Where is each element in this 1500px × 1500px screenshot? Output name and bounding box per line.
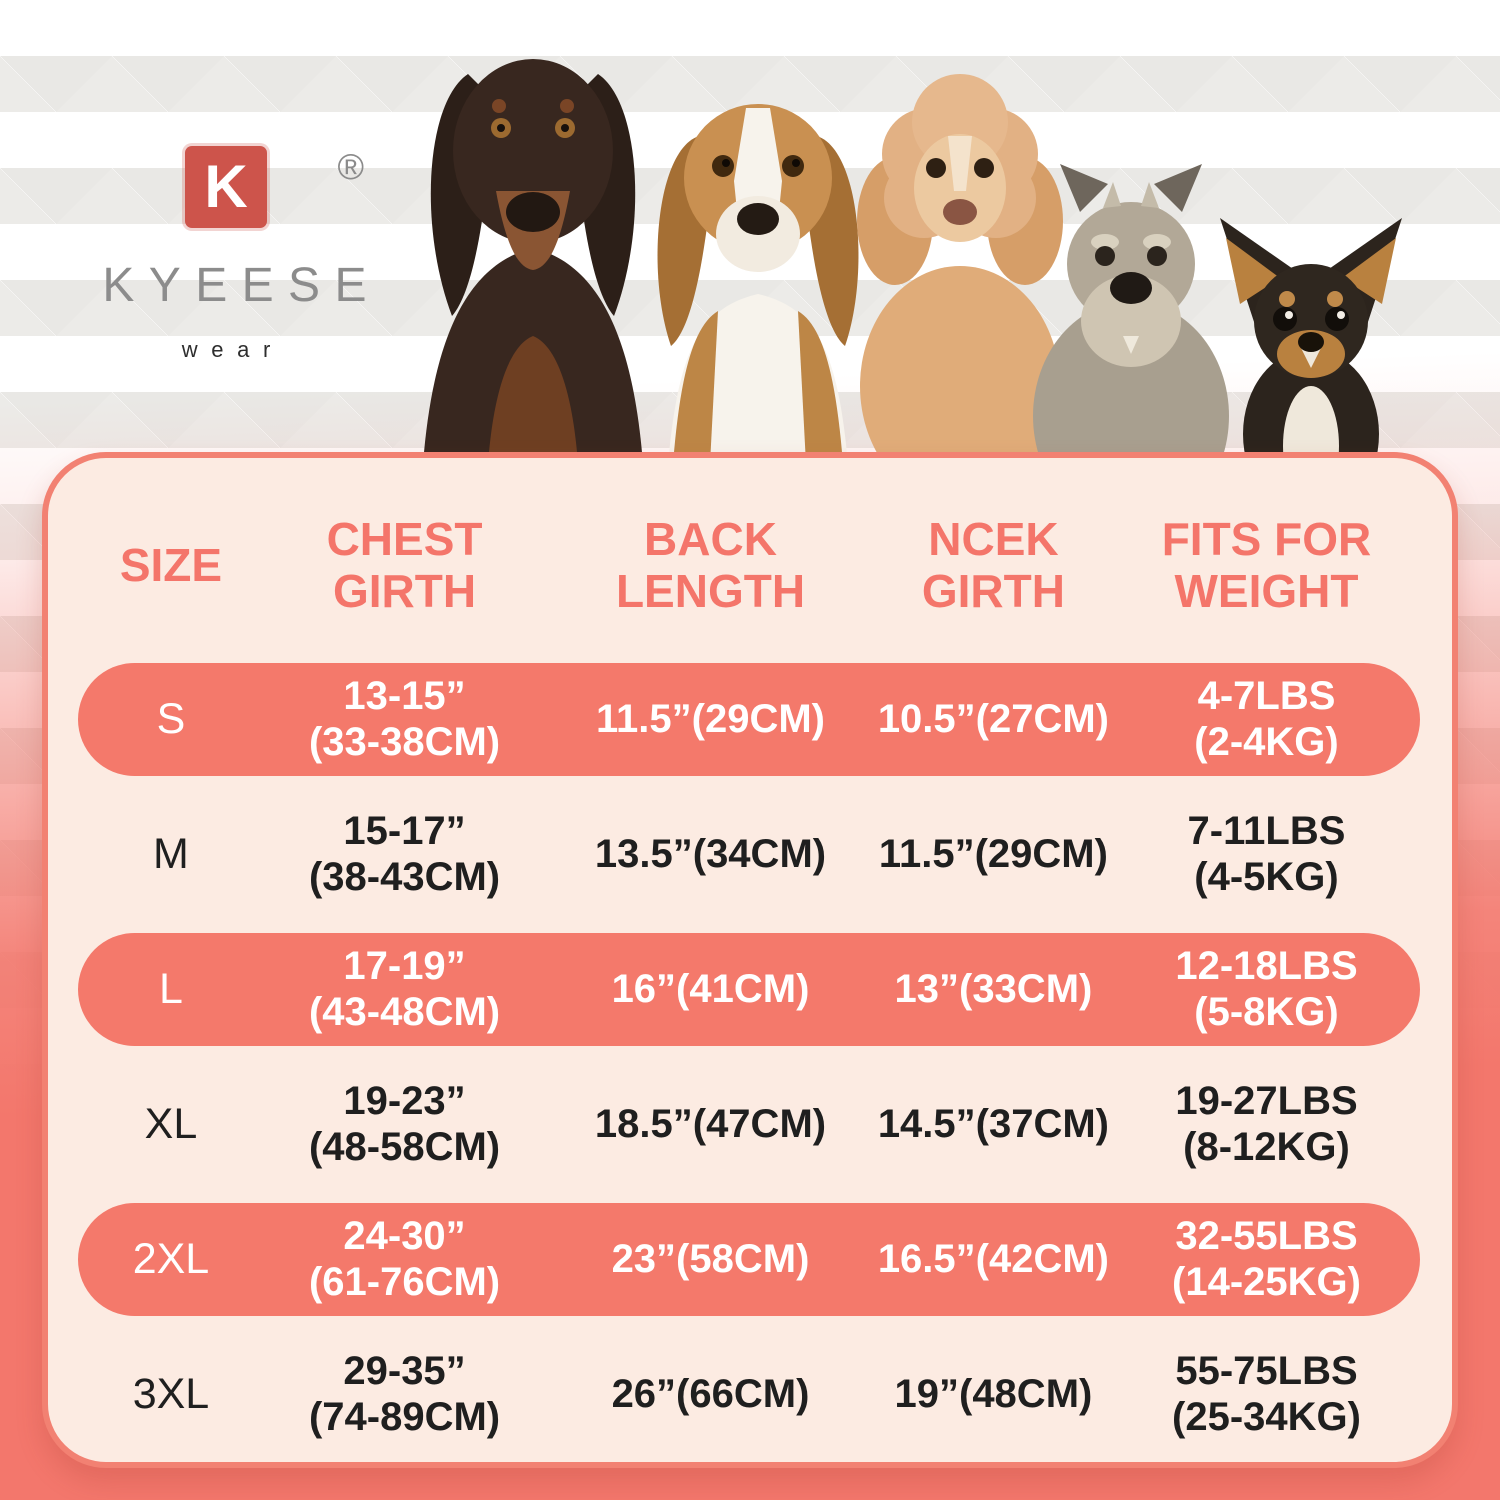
header-chest-girth: CHEST GIRTH xyxy=(326,513,483,617)
weight-value: 4-7LBS (2-4KG) xyxy=(1194,674,1339,764)
weight-value: 12-18LBS (5-8KG) xyxy=(1175,944,1358,1034)
chest-girth-value: 15-17” (38-43CM) xyxy=(308,809,501,899)
chest-girth-value: 29-35” (74-89CM) xyxy=(308,1349,501,1439)
table-row-size-m: M 15-17” (38-43CM) 13.5”(34CM) 11.5”(29C… xyxy=(48,787,1452,922)
table-row-size-3xl: 3XL 29-35” (74-89CM) 26”(66CM) 19”(48CM)… xyxy=(48,1327,1452,1462)
chest-girth-value: 19-23” (48-58CM) xyxy=(308,1079,501,1169)
table-row-size-2xl: 2XL 24-30” (61-76CM) 23”(58CM) 16.5”(42C… xyxy=(48,1192,1452,1327)
weight-value: 55-75LBS (25-34KG) xyxy=(1172,1349,1361,1439)
dog-photo-doberman xyxy=(423,59,643,464)
size-table-header-row: SIZE CHEST GIRTH BACK LENGTH NCEK GIRTH … xyxy=(48,480,1452,652)
size-label: 2XL xyxy=(132,1235,210,1284)
header-back-length: BACK LENGTH xyxy=(615,513,806,617)
table-row-size-s: S 13-15” (33-38CM) 11.5”(29CM) 10.5”(27C… xyxy=(48,652,1452,787)
neck-girth-value: 11.5”(29CM) xyxy=(878,831,1108,876)
logo-k-icon: K xyxy=(185,146,267,228)
size-chart-card: SIZE CHEST GIRTH BACK LENGTH NCEK GIRTH … xyxy=(42,452,1458,1468)
brand-tagline: wear xyxy=(181,337,284,362)
back-length-value: 11.5”(29CM) xyxy=(596,696,825,741)
back-length-value: 23”(58CM) xyxy=(611,1236,810,1281)
dog-photo-poodle xyxy=(857,74,1063,464)
brand-name: KYEESE xyxy=(102,259,381,312)
back-length-value: 18.5”(47CM) xyxy=(594,1101,827,1146)
neck-girth-value: 14.5”(37CM) xyxy=(877,1101,1110,1146)
back-length-value: 26”(66CM) xyxy=(611,1371,810,1416)
chest-girth-value: 13-15” (33-38CM) xyxy=(308,674,501,764)
size-label: 3XL xyxy=(132,1370,210,1419)
size-label: L xyxy=(158,965,183,1014)
size-label: XL xyxy=(144,1100,198,1149)
dog-photo-chihuahua xyxy=(1220,218,1402,464)
logo-letter: K xyxy=(204,153,248,220)
chest-girth-value: 17-19” (43-48CM) xyxy=(308,944,501,1034)
weight-value: 32-55LBS (14-25KG) xyxy=(1172,1214,1361,1304)
brand-logo: K ® KYEESE wear xyxy=(88,128,381,363)
size-label: M xyxy=(153,830,189,879)
dogs-photo-row xyxy=(423,59,1402,464)
header-size: SIZE xyxy=(119,539,223,592)
back-length-value: 13.5”(34CM) xyxy=(594,831,827,876)
neck-girth-value: 10.5”(27CM) xyxy=(877,696,1110,741)
header-fits-for-weight: FITS FOR WEIGHT xyxy=(1161,513,1372,617)
registered-trademark-icon: ® xyxy=(337,146,364,187)
weight-value: 7-11LBS (4-5KG) xyxy=(1187,809,1346,899)
table-row-size-xl: XL 19-23” (48-58CM) 18.5”(47CM) 14.5”(37… xyxy=(48,1057,1452,1192)
neck-girth-value: 19”(48CM) xyxy=(894,1371,1093,1416)
table-row-size-l: L 17-19” (43-48CM) 16”(41CM) 13”(33CM) 1… xyxy=(48,922,1452,1057)
weight-value: 19-27LBS (8-12KG) xyxy=(1175,1079,1358,1169)
dog-photo-schnauzer xyxy=(1033,164,1229,464)
header-neck-girth: NCEK GIRTH xyxy=(921,513,1065,617)
neck-girth-value: 13”(33CM) xyxy=(894,966,1093,1011)
neck-girth-value: 16.5”(42CM) xyxy=(877,1236,1110,1281)
back-length-value: 16”(41CM) xyxy=(611,966,810,1011)
chest-girth-value: 24-30” (61-76CM) xyxy=(308,1214,501,1304)
dog-photo-beagle xyxy=(657,104,859,464)
size-label: S xyxy=(156,695,186,744)
